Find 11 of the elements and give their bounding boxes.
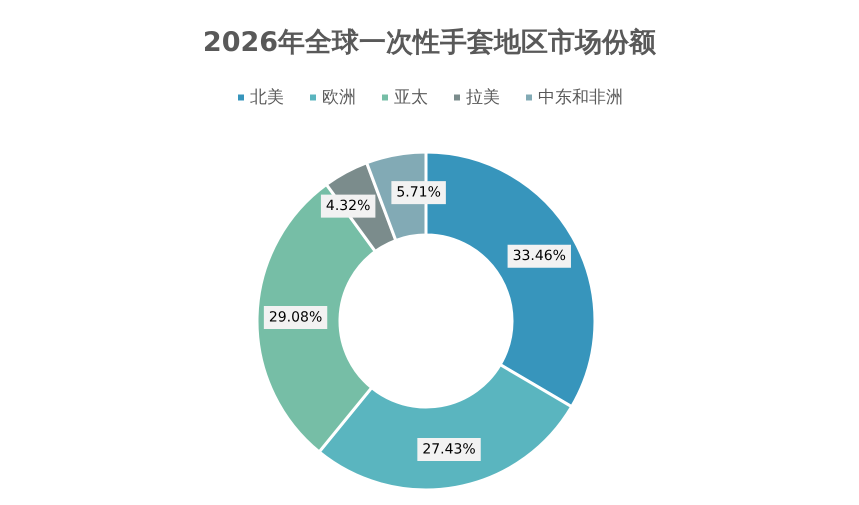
legend-label: 亚太 (394, 88, 428, 108)
data-label: 33.46% (512, 248, 566, 264)
data-label: 5.71% (396, 184, 441, 201)
chart-title: 2026年全球一次性手套地区市场份额 (202, 27, 658, 58)
data-label: 29.08% (268, 309, 322, 326)
data-label: 27.43% (422, 441, 476, 458)
legend-label: 北美 (250, 88, 284, 108)
legend-label: 拉美 (466, 88, 500, 108)
data-label: 4.32% (326, 198, 370, 214)
legend-label: 中东和非洲 (538, 88, 623, 108)
legend-label: 欧洲 (322, 88, 356, 108)
